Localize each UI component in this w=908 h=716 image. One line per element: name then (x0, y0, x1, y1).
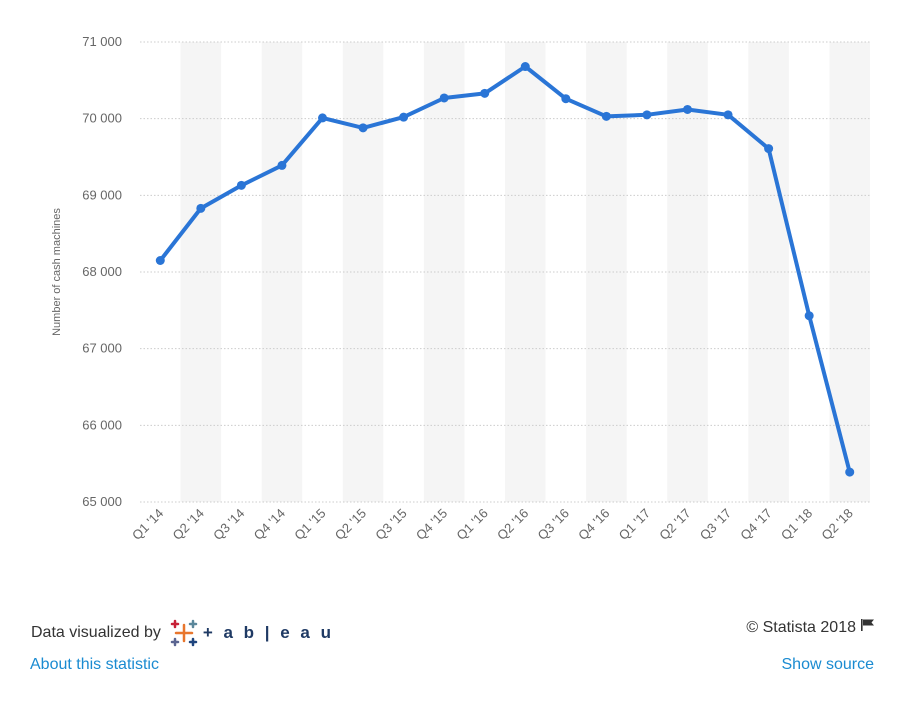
show-source-link[interactable]: Show source (781, 656, 875, 673)
data-visualized-by-text: Data visualized by (31, 624, 161, 641)
category-band (748, 42, 789, 502)
data-point[interactable] (845, 467, 855, 477)
copyright: © Statista 2018 (746, 618, 876, 637)
data-point[interactable] (196, 203, 206, 213)
category-band (423, 42, 465, 502)
y-tick-label: 68 000 (82, 264, 122, 279)
tableau-wordmark: + a b | e a u (202, 623, 334, 642)
data-point[interactable] (318, 113, 327, 123)
data-point[interactable] (155, 256, 165, 265)
x-tick-label: Q1 '16 (453, 506, 490, 543)
data-point[interactable] (723, 110, 733, 120)
data-point[interactable] (804, 311, 814, 321)
series-line (158, 64, 852, 475)
copyright-text: © Statista 2018 (746, 618, 856, 636)
data-point[interactable] (683, 104, 692, 114)
y-tick-label: 66 000 (82, 417, 122, 432)
data-point[interactable] (439, 93, 449, 103)
x-tick-label: Q2 '18 (818, 506, 855, 543)
x-tick-label: Q3 '14 (210, 506, 247, 543)
x-tick-label: Q2 '16 (494, 506, 531, 543)
data-point[interactable] (358, 123, 368, 133)
about-statistic-link[interactable]: About this statistic (30, 656, 159, 673)
category-band (261, 42, 303, 502)
y-axis-ticks: 65 000 66 000 67 000 68 000 69 000 70 000 71 0… (82, 34, 122, 509)
x-tick-label: Q2 '17 (656, 506, 693, 543)
data-point[interactable] (480, 88, 490, 98)
x-tick-label: Q1 '15 (291, 506, 328, 543)
data-point[interactable] (399, 112, 409, 122)
x-tick-label: Q1 '14 (129, 506, 166, 543)
gridlines (140, 41, 870, 503)
data-point[interactable] (277, 160, 287, 170)
x-tick-label: Q3 '15 (372, 506, 409, 543)
x-tick-label: Q1 '18 (778, 506, 815, 543)
y-tick-label: 65 000 (82, 494, 122, 509)
x-axis-ticks: Q1 '14 Q2 '14 Q3 '14 Q4 '14 Q1 '15 Q2 '15 Q3 '… (129, 506, 856, 543)
data-point[interactable] (520, 62, 530, 72)
y-tick-label: 71 000 (82, 34, 122, 49)
tableau-cross-icon (170, 619, 198, 647)
y-axis-label: Number of cash machines (51, 208, 63, 336)
x-tick-label: Q3 '17 (697, 506, 734, 543)
y-tick-label: 70 000 (82, 111, 122, 126)
data-point[interactable] (236, 180, 246, 190)
x-tick-label: Q4 '16 (575, 506, 612, 543)
x-tick-label: Q2 '14 (170, 506, 207, 543)
x-tick-label: Q3 '16 (535, 506, 572, 543)
y-tick-label: 67 000 (82, 341, 122, 356)
data-point[interactable] (601, 111, 611, 121)
tableau-logo[interactable]: + a b | e a u (169, 618, 334, 648)
data-points (155, 62, 855, 477)
y-tick-label: 69 000 (82, 187, 122, 202)
flag-icon[interactable] (860, 618, 876, 637)
data-point[interactable] (764, 144, 774, 154)
x-tick-label: Q4 '14 (251, 506, 288, 543)
line-chart: 65 000 66 000 67 000 68 000 69 000 70 000 71 0… (51, 34, 870, 543)
x-tick-label: Q4 '15 (413, 506, 450, 543)
x-tick-label: Q2 '15 (332, 506, 369, 543)
data-point[interactable] (561, 94, 571, 104)
x-tick-label: Q1 '17 (616, 506, 653, 543)
data-point[interactable] (642, 110, 652, 120)
x-tick-label: Q4 '17 (737, 506, 774, 543)
data-visualized-by: Data visualized by + a b | e a u (31, 618, 334, 648)
category-band (829, 42, 870, 502)
category-band (342, 42, 384, 502)
